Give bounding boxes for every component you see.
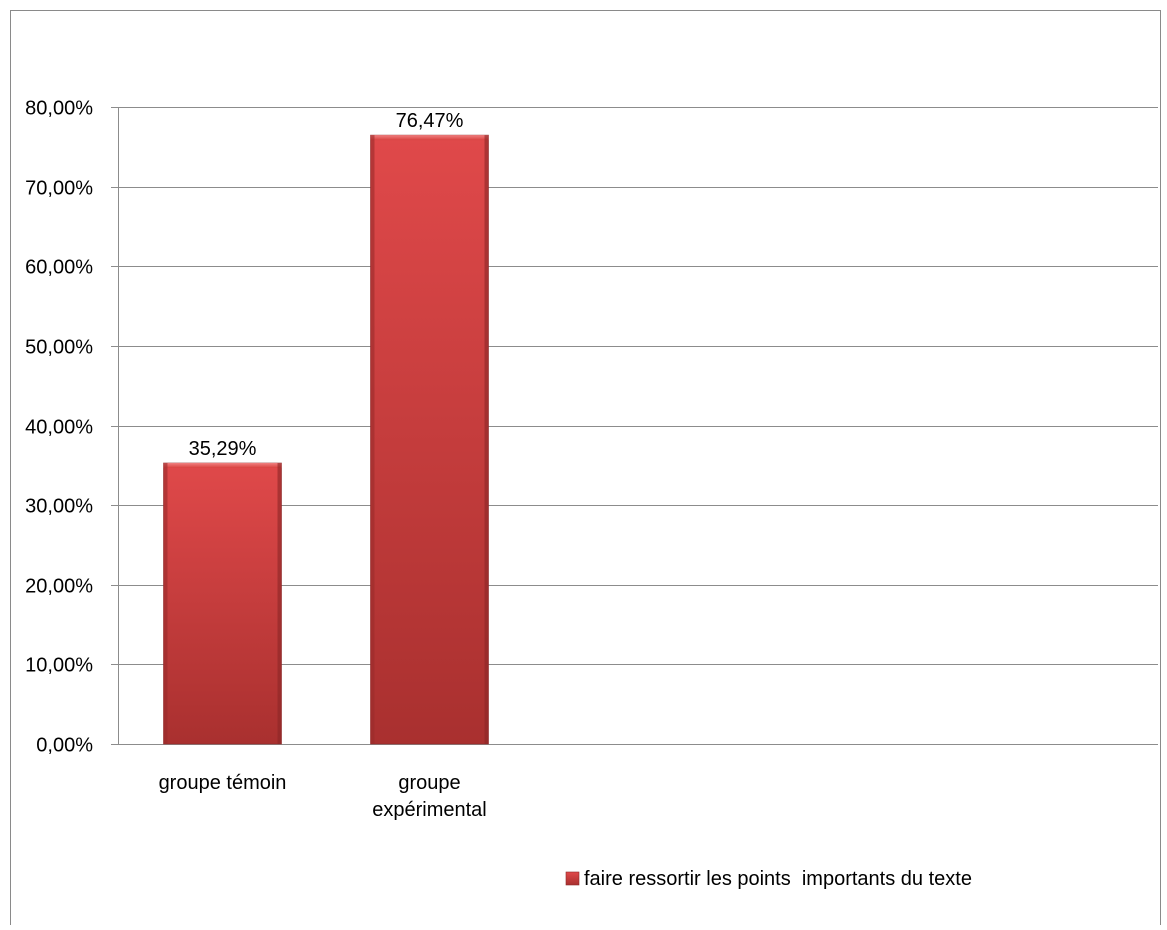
bar bbox=[370, 134, 489, 745]
bar-right-edge bbox=[277, 463, 282, 744]
data-label: 76,47% bbox=[396, 110, 464, 132]
bar-top-highlight bbox=[370, 135, 489, 141]
y-tick-label: 40,00% bbox=[25, 417, 93, 439]
bar-right-edge bbox=[484, 135, 489, 745]
legend-label: faire ressortir les points importants du… bbox=[584, 868, 972, 890]
x-tick-label: groupe expérimental bbox=[372, 772, 487, 821]
y-tick-label: 60,00% bbox=[25, 257, 93, 279]
y-tick-label: 20,00% bbox=[25, 576, 93, 598]
y-tick-label: 0,00% bbox=[36, 735, 93, 757]
y-tick-label: 30,00% bbox=[25, 496, 93, 518]
bar-left-edge bbox=[370, 135, 375, 745]
chart-border bbox=[10, 10, 1161, 925]
x-tick-label-line: groupe témoin bbox=[159, 772, 287, 794]
y-tick-label: 70,00% bbox=[25, 178, 93, 200]
bar-left-edge bbox=[163, 463, 168, 744]
x-tick-label-line: expérimental bbox=[372, 799, 487, 821]
data-label: 35,29% bbox=[189, 438, 257, 460]
y-tick-label: 10,00% bbox=[25, 655, 93, 677]
legend-swatch bbox=[565, 871, 580, 886]
x-tick-label-line: groupe bbox=[398, 772, 460, 794]
y-tick-label: 50,00% bbox=[25, 337, 93, 359]
bar bbox=[163, 462, 282, 745]
y-tick-label: 80,00% bbox=[25, 98, 93, 120]
bar-top-highlight bbox=[163, 463, 282, 469]
x-tick-label: groupe témoin bbox=[159, 772, 287, 794]
